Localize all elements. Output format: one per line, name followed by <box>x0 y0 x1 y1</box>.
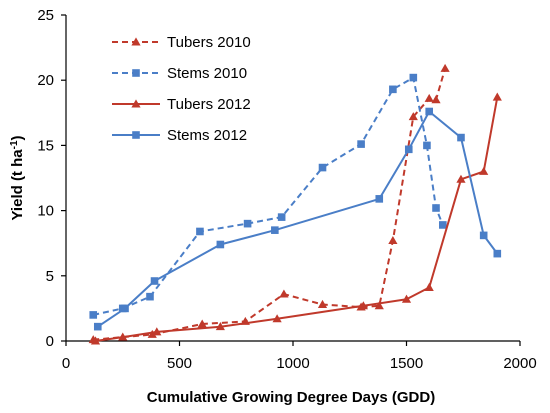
data-point <box>479 166 489 175</box>
data-point <box>479 231 488 240</box>
y-tick-label: 25 <box>37 7 54 24</box>
y-axis-title-main: Yield (t ha <box>9 149 26 221</box>
data-point <box>197 319 207 328</box>
x-tick-label: 2000 <box>503 355 536 372</box>
data-point <box>271 226 279 234</box>
data-point <box>357 140 365 148</box>
legend-label: Tubers 2012 <box>167 96 251 113</box>
y-tick-label: 0 <box>46 333 54 350</box>
x-axis-title: Cumulative Growing Degree Days (GDD) <box>147 389 435 406</box>
series-stems-2010 <box>89 73 447 319</box>
y-tick-label: 5 <box>46 268 54 285</box>
series-stems-2012 <box>93 107 502 331</box>
series-layer <box>88 63 502 345</box>
legend-item: Tubers 2010 <box>112 34 251 51</box>
legend-marker <box>132 131 140 139</box>
data-point <box>118 332 128 341</box>
series-line <box>92 76 444 316</box>
legend-label: Tubers 2010 <box>167 34 251 51</box>
data-point <box>456 174 466 183</box>
data-point <box>440 63 450 72</box>
data-point <box>146 292 154 301</box>
data-point <box>216 240 225 249</box>
y-tick-label: 10 <box>37 203 54 220</box>
data-point <box>493 249 502 258</box>
y-tick-label: 15 <box>37 137 54 154</box>
y-tick-label: 20 <box>37 72 54 89</box>
data-point <box>318 163 327 172</box>
x-tick-label: 0 <box>62 355 70 372</box>
data-point <box>431 95 441 104</box>
series-tubers-2012 <box>90 92 502 345</box>
axes <box>61 14 521 346</box>
legend-marker <box>131 37 141 46</box>
data-point <box>389 85 397 94</box>
data-point <box>243 219 252 228</box>
legend-item: Stems 2010 <box>112 65 247 82</box>
legend-marker <box>132 69 140 77</box>
data-point <box>279 289 289 298</box>
data-point <box>272 314 282 323</box>
data-point <box>409 73 418 82</box>
data-point <box>375 195 384 203</box>
data-point <box>196 227 204 236</box>
y-axis-title-suffix: ) <box>9 135 26 140</box>
x-tick-label: 1500 <box>390 355 423 372</box>
x-tick-label: 500 <box>167 355 192 372</box>
data-point <box>439 221 447 229</box>
y-axis-title: Yield (t ha-1) <box>9 135 27 220</box>
data-point <box>358 301 368 310</box>
data-point <box>492 92 502 101</box>
tick-labels: 0 5 10 15 20 25 0 500 1000 1500 2000 <box>37 7 536 372</box>
legend-label: Stems 2012 <box>167 127 247 144</box>
data-point <box>432 204 440 212</box>
legend-item: Tubers 2012 <box>112 96 251 113</box>
data-point <box>150 277 159 285</box>
data-point <box>121 304 129 313</box>
data-point <box>408 112 418 121</box>
legend-marker <box>131 99 141 108</box>
legend: Tubers 2010 Stems 2010 Tubers 2012 Stems 20… <box>112 34 251 144</box>
data-point <box>317 299 328 308</box>
data-point <box>457 133 465 142</box>
data-point <box>215 322 225 331</box>
data-point <box>424 282 434 291</box>
data-point <box>89 311 98 319</box>
legend-item: Stems 2012 <box>112 127 247 144</box>
data-point <box>90 336 101 345</box>
data-point <box>425 107 433 116</box>
series-line <box>97 110 499 328</box>
data-point <box>93 322 102 331</box>
data-point <box>424 93 434 102</box>
data-point <box>401 294 412 303</box>
x-tick-label: 1000 <box>276 355 309 372</box>
data-point <box>374 301 384 310</box>
series-line <box>95 97 499 342</box>
data-point <box>147 329 157 338</box>
data-point <box>423 141 431 150</box>
data-point <box>404 145 413 154</box>
legend-label: Stems 2010 <box>167 65 247 82</box>
y-axis-title-superscript: -1 <box>9 140 20 149</box>
data-point <box>152 327 162 336</box>
data-point <box>388 235 398 245</box>
data-point <box>277 213 286 221</box>
